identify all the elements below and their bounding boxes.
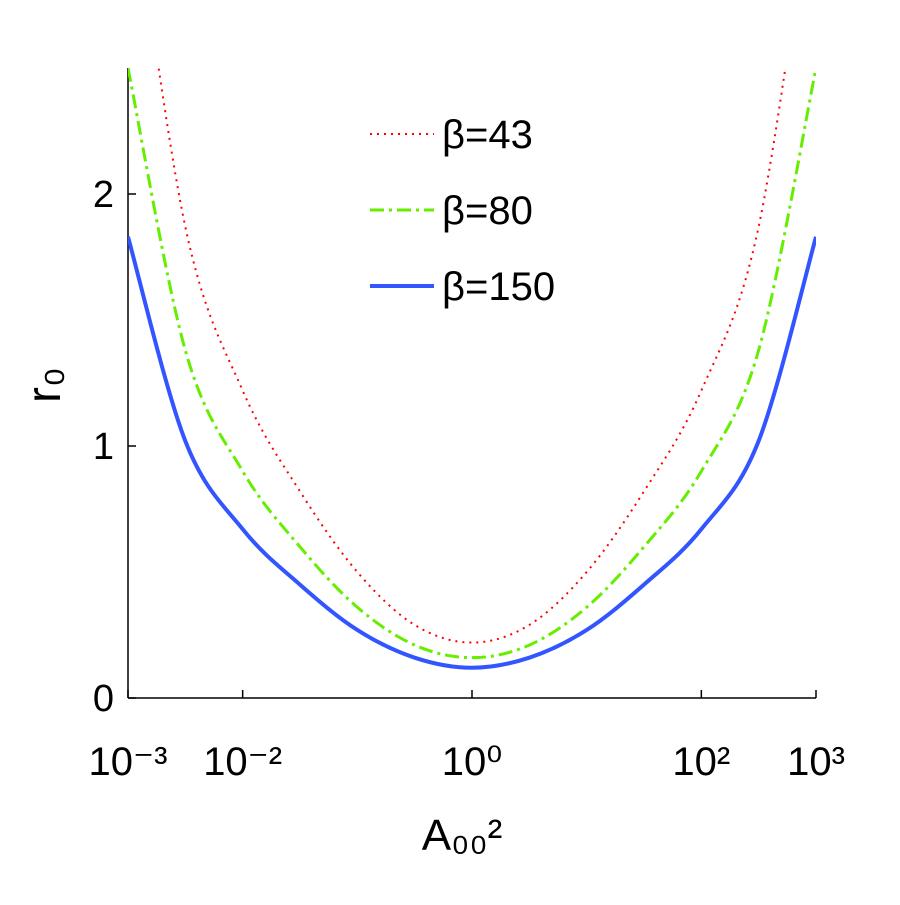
data-line bbox=[128, 236, 816, 670]
y-tick-label: 1 bbox=[93, 426, 114, 468]
x-tick-label: 10³ bbox=[787, 740, 845, 784]
data-line bbox=[157, 68, 787, 644]
legend-label: β=43 bbox=[442, 113, 533, 157]
legend-label: β=150 bbox=[442, 265, 555, 309]
x-tick-label: 10² bbox=[672, 740, 730, 784]
y-tick-label: 2 bbox=[93, 174, 114, 216]
plot-area bbox=[128, 68, 816, 670]
y-tick-label: 0 bbox=[93, 678, 114, 720]
y-axis-label: r₀ bbox=[18, 367, 71, 403]
x-tick-label: 10⁰ bbox=[442, 740, 503, 784]
x-axis-label: A₀₀² bbox=[422, 811, 503, 860]
data-line bbox=[128, 68, 816, 660]
x-tick-label: 10⁻³ bbox=[89, 740, 168, 784]
x-tick-label: 10⁻² bbox=[203, 740, 282, 784]
legend-label: β=80 bbox=[442, 189, 533, 233]
